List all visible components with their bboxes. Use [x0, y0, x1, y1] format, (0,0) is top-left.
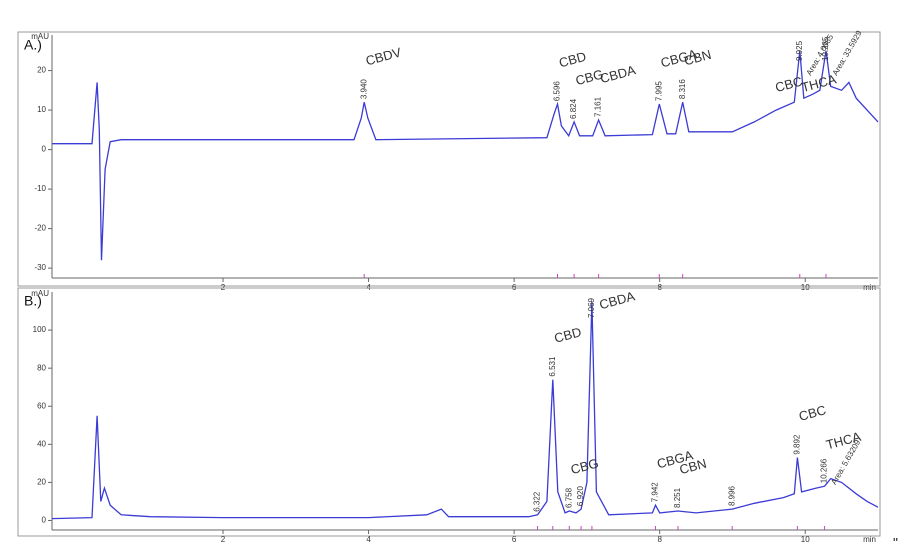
footnote: " [893, 535, 898, 551]
y-tick-label: -20 [34, 224, 46, 233]
panel-frame [17, 287, 881, 537]
panel-label: A.) [24, 37, 42, 53]
x-tick-label: 2 [221, 535, 226, 544]
x-tick-label: 6 [512, 535, 517, 544]
compound-name: CBN [682, 47, 712, 69]
retention-time: 7.069 [587, 297, 596, 318]
chromatogram-trace [52, 50, 879, 261]
y-tick-label: 20 [37, 478, 46, 487]
y-tick-label: 60 [37, 401, 46, 410]
retention-time: 7.942 [651, 482, 660, 503]
y-tick-label: -10 [34, 184, 46, 193]
y-tick-label: 10 [37, 105, 46, 114]
retention-time: 6.758 [564, 487, 573, 508]
compound-name: CBDV [364, 44, 403, 68]
x-axis-label: min [863, 535, 876, 544]
y-tick-label: 0 [42, 516, 47, 525]
y-axis-label: mAU [31, 289, 49, 298]
compound-name: CBC [797, 402, 827, 424]
y-tick-label: 20 [37, 66, 46, 75]
panel-frame [17, 31, 881, 287]
retention-time: 3.940 [359, 79, 368, 100]
retention-time: 6.920 [576, 485, 585, 506]
compound-name: CBG [569, 455, 600, 477]
compound-name: CBDA [598, 62, 637, 86]
x-tick-label: 8 [657, 535, 662, 544]
retention-time: 6.596 [553, 81, 562, 102]
retention-time: 8.251 [673, 487, 682, 508]
y-tick-label: 80 [37, 363, 46, 372]
compound-name: CBDA [598, 288, 637, 312]
y-tick-label: 100 [33, 325, 47, 334]
area-label: Area: 33.5929 [831, 29, 864, 78]
retention-time: 6.531 [548, 356, 557, 377]
retention-time: 10.266 [820, 458, 829, 483]
compound-name: CBD [557, 49, 587, 71]
x-tick-label: 4 [366, 535, 371, 544]
retention-time: 8.316 [678, 79, 687, 100]
compound-name: CBC [774, 73, 804, 95]
chromatogram-trace [51, 301, 879, 520]
compound-name: CBN [678, 456, 708, 478]
y-tick-label: 40 [37, 439, 46, 448]
area-label: Area: 4.0085 [805, 32, 836, 77]
retention-time: 9.892 [792, 434, 801, 455]
retention-time: 9.925 [795, 40, 804, 61]
retention-time: 10.285 [821, 36, 830, 61]
panel-label: B.) [24, 293, 42, 309]
retention-time: 7.995 [654, 81, 663, 102]
y-tick-label: -30 [34, 263, 46, 272]
compound-name: CBG [574, 66, 605, 88]
retention-time: 6.824 [569, 98, 578, 119]
y-tick-label: 0 [42, 145, 47, 154]
retention-time: 6.322 [533, 491, 542, 512]
x-tick-label: 10 [801, 535, 810, 544]
retention-time: 7.161 [594, 96, 603, 117]
y-axis-label: mAU [31, 32, 49, 41]
retention-time: 8.996 [727, 485, 736, 506]
compound-name: CBD [553, 324, 583, 346]
